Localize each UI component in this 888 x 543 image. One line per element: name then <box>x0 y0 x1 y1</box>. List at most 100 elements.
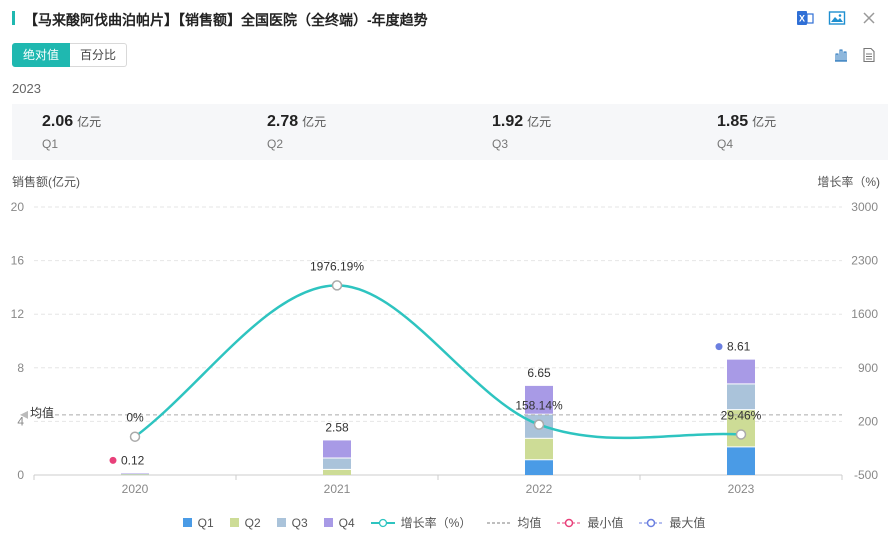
excel-export-icon[interactable]: X <box>796 9 814 27</box>
summary-quarter: Q3 <box>492 137 509 151</box>
legend-label: Q4 <box>338 515 355 530</box>
bar-q4 <box>323 440 351 458</box>
growth-point <box>735 429 747 440</box>
y-tick-label: 4 <box>17 414 24 428</box>
legend-item-growth[interactable]: 增长率（%） <box>370 514 472 531</box>
table-view-icon[interactable] <box>860 46 878 64</box>
y2-tick-label: -500 <box>854 468 878 482</box>
title-toolbar: X <box>796 9 878 27</box>
summary-quarter: Q1 <box>42 137 59 151</box>
svg-text:X: X <box>799 14 805 24</box>
growth-label: 1976.19% <box>310 259 364 273</box>
legend-item-max[interactable]: 最大值 <box>639 514 705 531</box>
growth-label: 158.14% <box>515 399 563 413</box>
bar-q1 <box>525 460 553 475</box>
x-tick-label: 2021 <box>324 482 351 496</box>
legend-swatch <box>229 518 239 527</box>
legend-label: 均值 <box>517 516 542 530</box>
year-label: 2023 <box>12 81 41 96</box>
chart-legend: Q1 Q2 Q3 Q4 增长率（%） 均值 最小值 最大值 <box>0 514 888 531</box>
bar-q4 <box>727 359 755 384</box>
summary-quarter: Q2 <box>267 137 284 151</box>
view-switcher <box>832 46 878 64</box>
legend-item-q2[interactable]: Q2 <box>229 514 261 531</box>
mean-label: 均值 <box>30 405 54 420</box>
sales-growth-chart: 0 -500 4 200 8 900 12 1600 16 2300 20 3000 2020 2021 2… <box>11 200 879 496</box>
image-export-icon[interactable] <box>828 9 846 27</box>
summary-quarter: Q4 <box>717 137 734 151</box>
legend-label: 最大值 <box>669 516 706 530</box>
legend-line-swatch <box>557 518 582 527</box>
bar-q3 <box>323 458 351 469</box>
bar-total-label: 6.65 <box>527 366 551 380</box>
x-tick-label: 2023 <box>728 482 755 496</box>
percentage-button[interactable]: 百分比 <box>70 43 128 67</box>
summary-unit: 亿元 <box>527 115 552 129</box>
summary-unit: 亿元 <box>302 115 327 129</box>
legend-item-mean[interactable]: 均值 <box>487 514 541 531</box>
legend-swatch <box>276 518 286 527</box>
x-tick-label: 2022 <box>526 482 553 496</box>
legend-swatch <box>323 518 333 527</box>
y-tick-label: 20 <box>11 200 25 214</box>
y2-tick-label: 1600 <box>851 307 878 321</box>
legend-label: 最小值 <box>587 516 624 530</box>
bar-q4 <box>121 473 149 474</box>
bar-total-label: 0.12 <box>121 453 145 467</box>
min-marker <box>109 456 117 464</box>
y2-tick-label: 900 <box>858 361 878 375</box>
left-axis-title: 销售额(亿元) <box>12 175 80 189</box>
legend-label: Q2 <box>244 515 261 530</box>
y-tick-label: 16 <box>11 254 25 268</box>
legend-label: Q3 <box>291 515 308 530</box>
bar-q4 <box>525 385 553 414</box>
bar-q2 <box>727 410 755 447</box>
bar-q2 <box>525 438 553 460</box>
bar-q2 <box>323 469 351 475</box>
legend-label: 增长率（%） <box>400 516 472 530</box>
legend-label: Q1 <box>197 515 214 530</box>
chart-title: 【马来酸阿伐曲泊帕片】【销售额】全国医院（全终端）-年度趋势 <box>24 12 428 28</box>
summary-value: 2.78 <box>267 113 299 130</box>
bar-q1 <box>727 447 755 475</box>
summary-unit: 亿元 <box>752 115 777 129</box>
y-tick-label: 8 <box>17 361 24 375</box>
summary-value: 1.85 <box>717 113 749 130</box>
summary-unit: 亿元 <box>77 115 102 129</box>
y-tick-label: 12 <box>11 307 25 321</box>
y-tick-label: 0 <box>17 468 24 482</box>
growth-point <box>129 431 141 442</box>
growth-label: 0% <box>126 411 144 425</box>
legend-item-q3[interactable]: Q3 <box>276 514 308 531</box>
legend-item-min[interactable]: 最小值 <box>557 514 623 531</box>
mean-marker <box>20 410 28 419</box>
y2-tick-label: 2300 <box>851 254 878 268</box>
y2-tick-label: 3000 <box>851 200 878 214</box>
bar-q3 <box>121 473 149 475</box>
x-tick-label: 2020 <box>122 482 149 496</box>
absolute-value-button[interactable]: 绝对值 <box>12 43 71 67</box>
quarter-summary-panel: 2.06 亿元 Q1 2.78 亿元 Q2 1.92 亿元 Q3 1.85 亿元 Q4 <box>12 104 888 160</box>
value-mode-toggle: 绝对值 百分比 <box>12 43 128 67</box>
bar-total-label: 8.61 <box>727 340 751 354</box>
title-accent-bar <box>12 11 15 25</box>
legend-line-swatch <box>370 518 395 527</box>
title-bar: 【马来酸阿伐曲泊帕片】【销售额】全国医院（全终端）-年度趋势 X <box>0 0 888 38</box>
legend-item-q1[interactable]: Q1 <box>182 514 214 531</box>
bar-q2 <box>121 474 149 475</box>
legend-swatch <box>182 518 192 527</box>
close-icon[interactable] <box>860 9 878 27</box>
bar-chart-view-icon[interactable] <box>832 46 850 64</box>
right-axis-title: 增长率（%) <box>817 175 880 189</box>
growth-label: 29.46% <box>721 408 762 422</box>
growth-point <box>331 280 343 291</box>
summary-value: 2.06 <box>42 113 74 130</box>
legend-line-swatch <box>487 521 512 524</box>
legend-line-swatch <box>639 518 664 527</box>
max-marker <box>715 343 723 351</box>
summary-value: 1.92 <box>492 113 524 130</box>
bar-q3 <box>727 384 755 410</box>
growth-point <box>533 419 545 430</box>
growth-line <box>134 284 742 440</box>
legend-item-q4[interactable]: Q4 <box>323 514 355 531</box>
